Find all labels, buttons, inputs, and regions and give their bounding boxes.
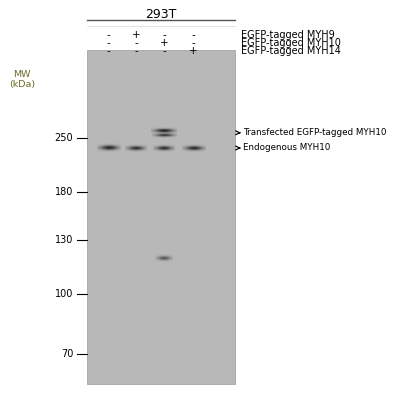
Text: +: + (132, 30, 141, 40)
Text: 100: 100 (55, 289, 73, 299)
Text: 180: 180 (55, 187, 73, 197)
Text: 70: 70 (61, 349, 73, 359)
Bar (87, 50, 235, 384)
Text: -: - (107, 30, 111, 40)
Text: -: - (192, 30, 196, 40)
Text: Endogenous MYH10: Endogenous MYH10 (243, 144, 330, 152)
Text: -: - (162, 46, 166, 56)
Text: Transfected EGFP-tagged MYH10: Transfected EGFP-tagged MYH10 (243, 128, 386, 137)
Text: -: - (107, 46, 111, 56)
Text: -: - (134, 46, 138, 56)
Text: +: + (160, 38, 168, 48)
Text: EGFP-tagged MYH14: EGFP-tagged MYH14 (241, 46, 341, 56)
Text: MW
(kDa): MW (kDa) (9, 70, 35, 89)
Text: -: - (107, 38, 111, 48)
Text: EGFP-tagged MYH9: EGFP-tagged MYH9 (241, 30, 335, 40)
Text: EGFP-tagged MYH10: EGFP-tagged MYH10 (241, 38, 341, 48)
Text: 250: 250 (55, 133, 73, 143)
Text: -: - (162, 30, 166, 40)
Text: 130: 130 (55, 235, 73, 245)
Text: -: - (134, 38, 138, 48)
Text: 293T: 293T (145, 8, 177, 20)
Text: +: + (189, 46, 198, 56)
Text: -: - (192, 38, 196, 48)
